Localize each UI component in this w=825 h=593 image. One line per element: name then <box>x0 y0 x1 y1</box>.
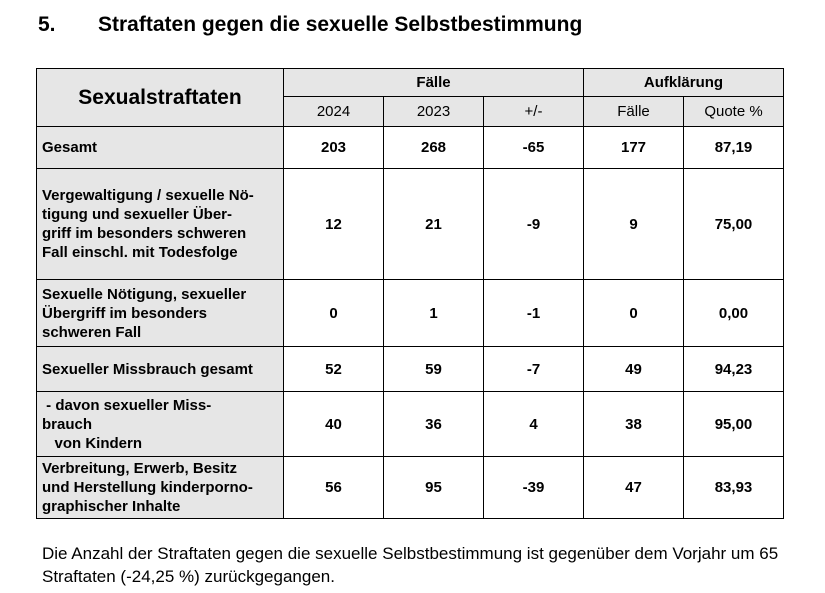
table-cell: 36 <box>383 391 484 457</box>
section-title: Straftaten gegen die sexuelle Selbstbest… <box>98 13 583 36</box>
row-label: Sexueller Missbrauch gesamt <box>36 346 284 392</box>
table-cell: 95 <box>383 456 484 519</box>
table-row: Gesamt 203 268 -65 177 87,19 <box>36 126 784 169</box>
table-cell: 49 <box>583 346 684 392</box>
header-change: +/- <box>483 96 584 127</box>
table-cell: 95,00 <box>683 391 784 457</box>
table-row: - davon sexueller Miss- brauch von Kinde… <box>36 391 784 457</box>
table-cell: -65 <box>483 126 584 169</box>
row-label: - davon sexueller Miss- brauch von Kinde… <box>36 391 284 457</box>
table-cell: 1 <box>383 279 484 347</box>
table-cell: 177 <box>583 126 684 169</box>
table-cell: 0 <box>583 279 684 347</box>
header-aufklaerung: Aufklärung <box>583 68 784 97</box>
table-cell: 0,00 <box>683 279 784 347</box>
row-label: Vergewaltigung / sexuelle Nö- tigung und… <box>36 168 284 280</box>
table-cell: 38 <box>583 391 684 457</box>
table-cell: 56 <box>283 456 384 519</box>
table-cell: -39 <box>483 456 584 519</box>
table-cell: -1 <box>483 279 584 347</box>
table-cell: -9 <box>483 168 584 280</box>
table-cell: 52 <box>283 346 384 392</box>
section-number: 5. <box>38 13 56 36</box>
table-cell: 47 <box>583 456 684 519</box>
table-cell: 87,19 <box>683 126 784 169</box>
header-2024: 2024 <box>283 96 384 127</box>
row-label: Sexuelle Nötigung, sexueller Übergriff i… <box>36 279 284 347</box>
table-cell: 83,93 <box>683 456 784 519</box>
table-cell: 75,00 <box>683 168 784 280</box>
header-row-sub: 2024 2023 +/- Fälle Quote % <box>37 96 784 127</box>
table-cell: 4 <box>483 391 584 457</box>
table-cell: 40 <box>283 391 384 457</box>
header-clearance-rate: Quote % <box>683 96 784 127</box>
table-cell: 268 <box>383 126 484 169</box>
statistics-table: Sexualstraftaten Fälle Aufklärung 2024 2… <box>36 68 784 519</box>
table-cell: 21 <box>383 168 484 280</box>
table-row: Vergewaltigung / sexuelle Nö- tigung und… <box>36 168 784 280</box>
section-heading: 5. Straftaten gegen die sexuelle Selbstbe… <box>38 13 582 37</box>
table-cell: -7 <box>483 346 584 392</box>
table-row: Verbreitung, Erwerb, Besitz und Herstell… <box>36 456 784 519</box>
summary-text: Die Anzahl der Straftaten gegen die sexu… <box>42 544 779 586</box>
header-row-groups: Sexualstraftaten Fälle Aufklärung <box>36 68 784 127</box>
row-label: Verbreitung, Erwerb, Besitz und Herstell… <box>36 456 284 519</box>
table-cell: 203 <box>283 126 384 169</box>
row-label: Gesamt <box>36 126 284 169</box>
table-cell: 9 <box>583 168 684 280</box>
header-2023: 2023 <box>383 96 484 127</box>
table-cell: 12 <box>283 168 384 280</box>
header-cleared-cases: Fälle <box>583 96 684 127</box>
header-corner-label: Sexualstraftaten <box>36 68 284 127</box>
table-cell: 94,23 <box>683 346 784 392</box>
header-faelle: Fälle <box>283 68 584 97</box>
table-cell: 0 <box>283 279 384 347</box>
table-row: Sexuelle Nötigung, sexueller Übergriff i… <box>36 279 784 347</box>
table-cell: 59 <box>383 346 484 392</box>
table-row: Sexueller Missbrauch gesamt 52 59 -7 49 94,23 <box>36 346 784 392</box>
